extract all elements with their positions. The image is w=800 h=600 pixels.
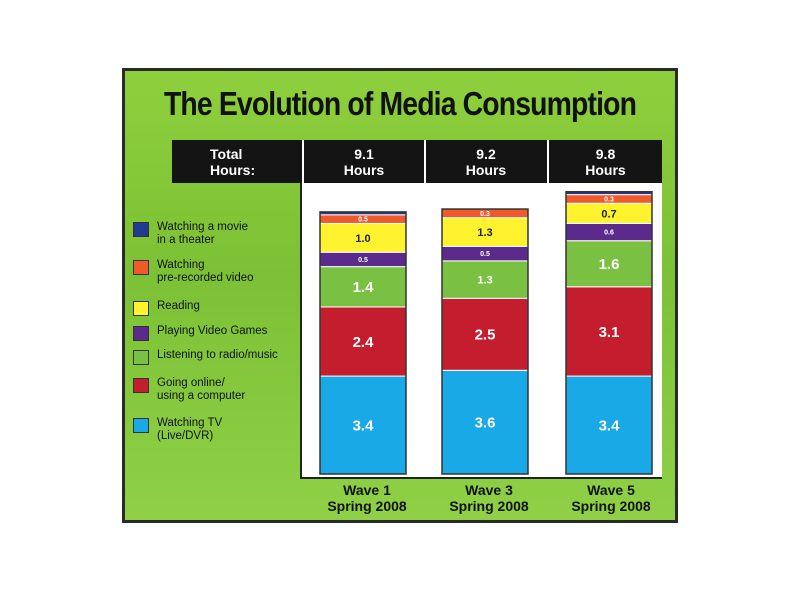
header-divider <box>547 140 549 183</box>
legend-item-online-computer: Going online/ using a computer <box>133 377 245 403</box>
legend-label: Watching pre-recorded video <box>157 259 254 284</box>
x-label-wave-5: Wave 5 Spring 2008 <box>571 482 651 514</box>
legend-swatch <box>133 326 149 341</box>
legend-label: Watching a movie in a theater <box>157 221 248 246</box>
data-label: 1.3 <box>477 227 492 239</box>
legend-label: Watching TV (Live/DVR) <box>157 417 223 442</box>
total-wave-3: 9.2 Hours <box>465 145 507 178</box>
bar-segment <box>565 240 653 288</box>
bar-segment <box>319 266 407 308</box>
legend-swatch <box>133 418 149 433</box>
chart-title: The Evolution of Media Consumption <box>163 85 637 122</box>
total-wave-1: 9.1 Hours <box>343 145 385 178</box>
legend-swatch <box>133 378 149 393</box>
legend-item-watching-tv: Watching TV (Live/DVR) <box>133 417 222 443</box>
total-hours-header: Total Hours: 9.1 Hours 9.2 Hours 9.8 Hou… <box>172 140 662 183</box>
header-divider <box>302 140 304 183</box>
data-label: 2.5 <box>475 327 496 344</box>
data-label: 0.6 <box>604 230 614 237</box>
bar-outline <box>441 208 529 475</box>
legend-item-prerecorded-video: Watching pre-recorded video <box>133 259 254 285</box>
data-label: 3.6 <box>475 415 496 432</box>
data-label: 3.1 <box>599 324 620 341</box>
stacked-bars: 3.4 2.4 1.4 0.5 1.0 0.5 3.6 2.5 1.3 0.5 1.3 0.3 3.4 3… <box>319 191 653 475</box>
data-label: 1.6 <box>599 256 620 273</box>
data-label: 0.7 <box>601 208 616 220</box>
data-label: 0.3 <box>604 196 614 203</box>
legend-item-reading: Reading <box>133 300 200 316</box>
bar-segment <box>319 306 407 377</box>
x-label-wave-1: Wave 1 Spring 2008 <box>327 482 407 514</box>
legend-swatch <box>133 350 149 365</box>
data-label: 2.4 <box>353 334 375 351</box>
data-label: 0.5 <box>358 257 368 264</box>
data-label: 1.3 <box>477 275 492 287</box>
header-divider <box>424 140 426 183</box>
chart-frame: The Evolution of Media Consumption Total… <box>122 68 678 523</box>
total-wave-5: 9.8 Hours <box>585 145 626 178</box>
legend-label: Going online/ using a computer <box>157 377 246 402</box>
bar-segment <box>319 375 407 475</box>
legend-item-radio-music: Listening to radio/music <box>133 349 278 365</box>
legend-item-movie-theater: Watching a movie in a theater <box>133 221 248 247</box>
data-label: 0.3 <box>480 211 490 218</box>
data-label: 3.4 <box>599 417 621 434</box>
data-label: 1.0 <box>355 233 370 245</box>
bar-outline <box>565 191 653 475</box>
legend-swatch <box>133 222 149 237</box>
total-hours-label: Total Hours: <box>210 145 256 178</box>
x-label-wave-3: Wave 3 Spring 2008 <box>449 482 529 514</box>
legend-item-video-games: Playing Video Games <box>133 325 267 341</box>
legend-label: Reading <box>157 300 200 312</box>
data-label: 0.5 <box>480 251 490 258</box>
bar-segment <box>565 286 653 377</box>
legend-swatch <box>133 260 149 275</box>
data-label: 1.4 <box>353 279 375 296</box>
data-label: 0.5 <box>358 217 368 224</box>
legend-swatch <box>133 301 149 316</box>
legend-label: Playing Video Games <box>157 325 268 337</box>
data-label: 3.4 <box>353 417 375 434</box>
legend-label: Listening to radio/music <box>157 349 278 361</box>
bar-outline <box>319 211 407 475</box>
